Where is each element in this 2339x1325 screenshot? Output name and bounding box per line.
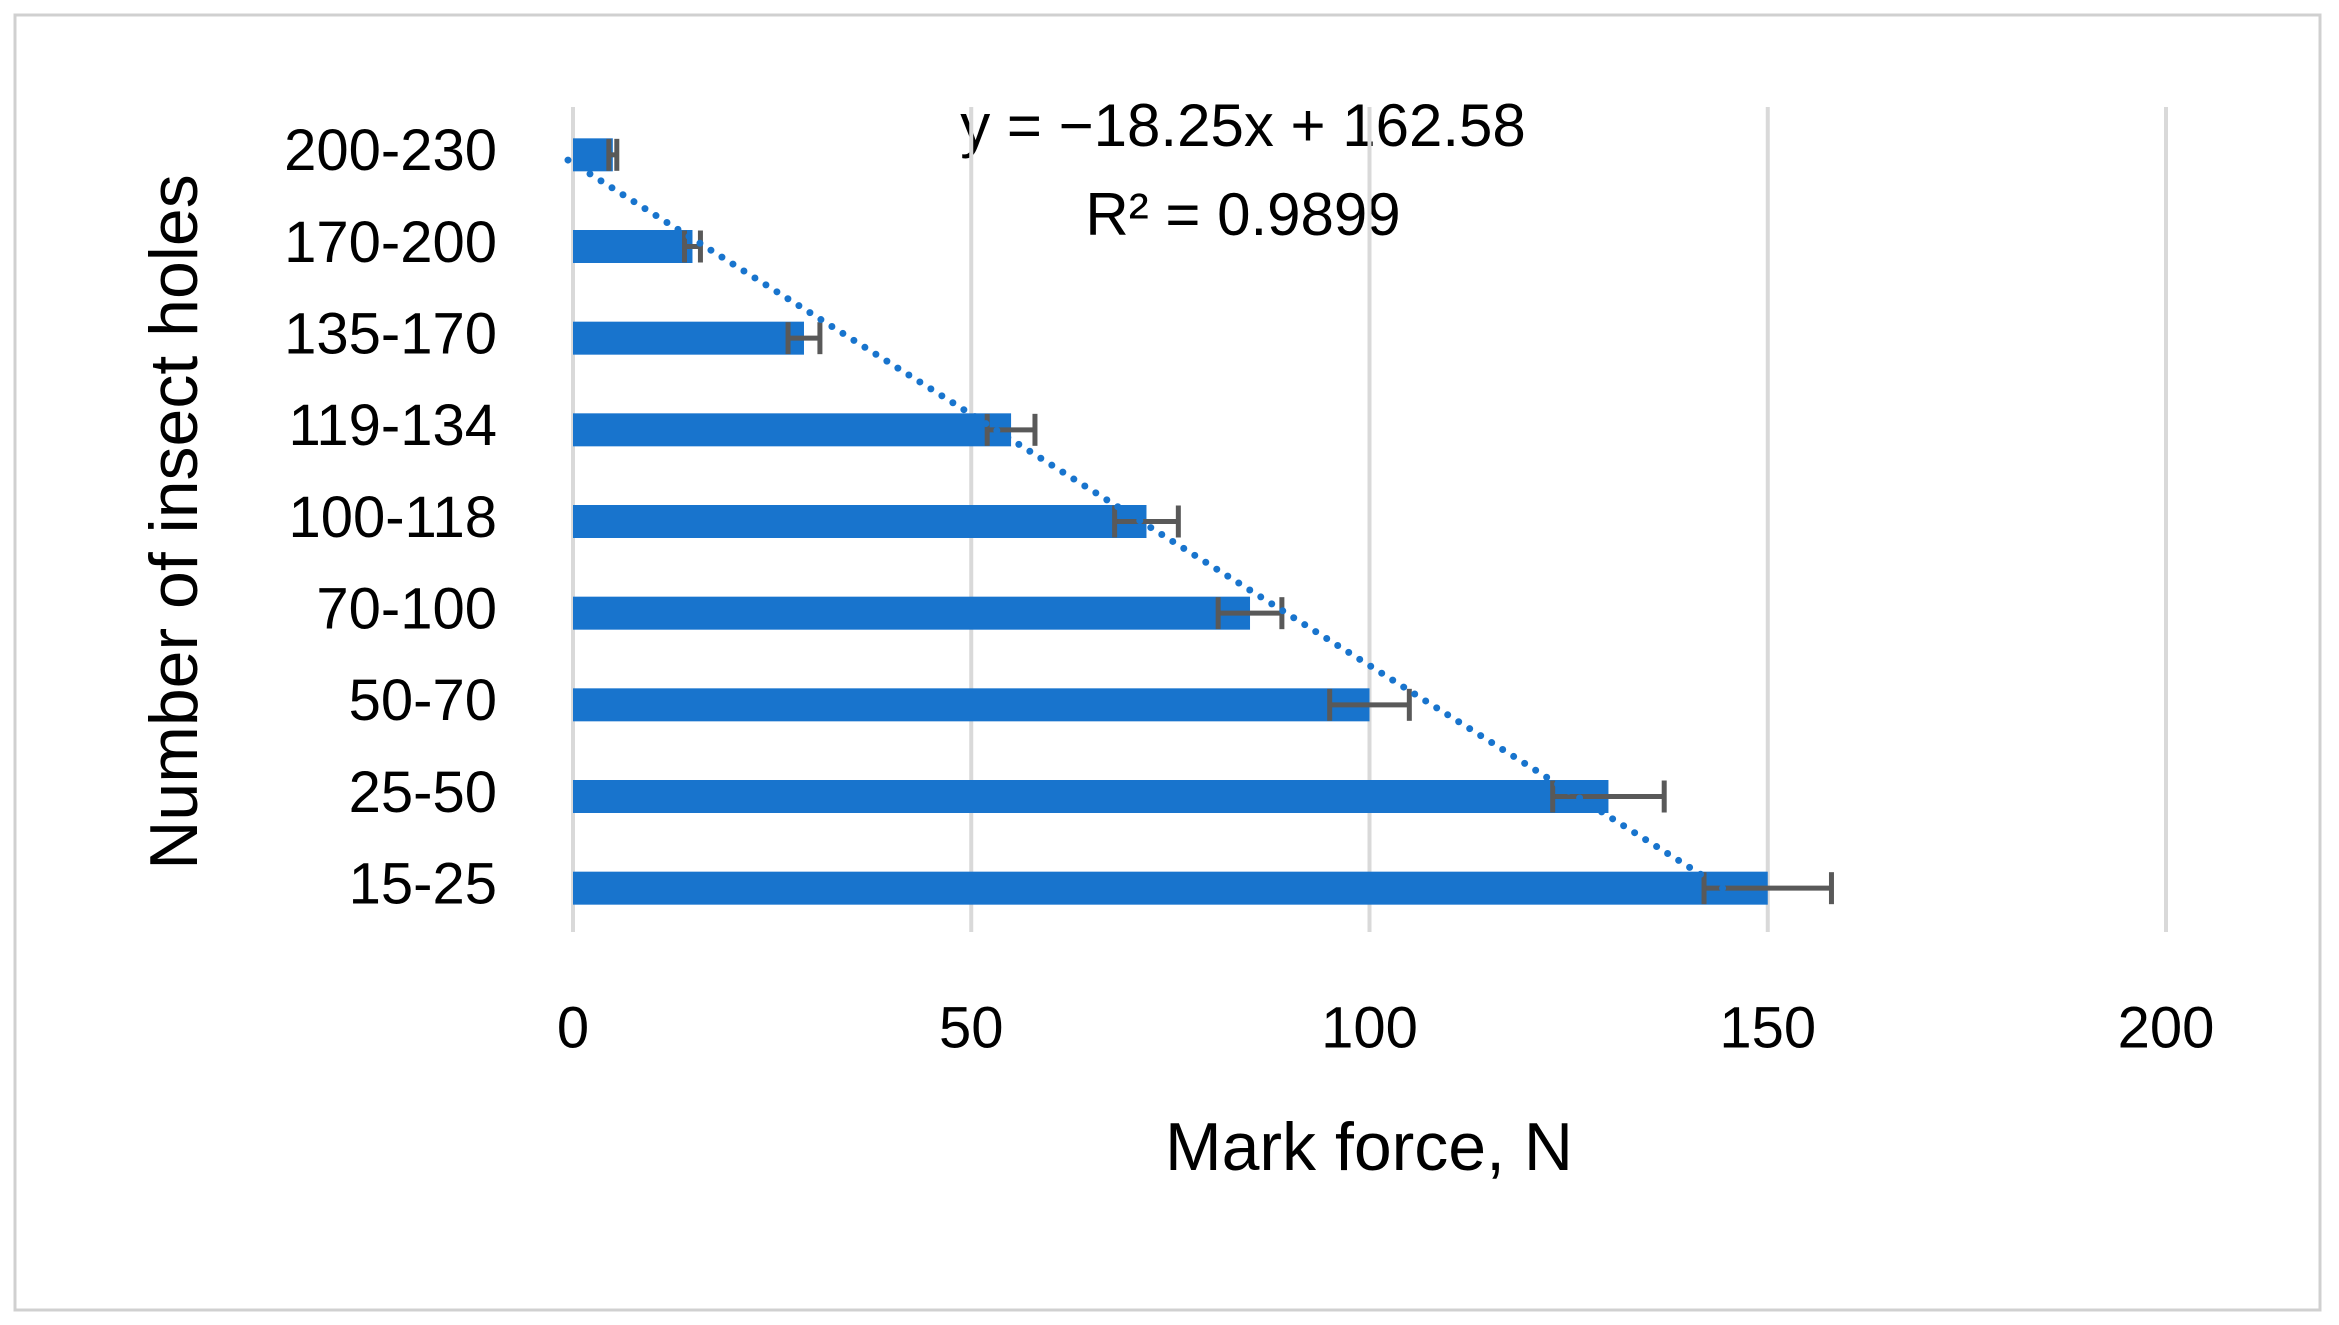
y-axis-title: Number of insect holes — [136, 174, 212, 869]
bar — [573, 596, 1251, 630]
x-axis-title: Mark force, N — [1165, 1109, 1573, 1185]
error-bar — [606, 138, 620, 171]
bar — [573, 321, 804, 355]
x-tick-label: 200 — [2118, 995, 2215, 1060]
error-bar — [1112, 505, 1181, 538]
y-tick-label: 70-100 — [316, 576, 497, 641]
trendline-equation: y = −18.25x + 162.58 — [960, 92, 1525, 159]
x-tick-label: 0 — [557, 995, 589, 1060]
error-bar — [785, 322, 823, 355]
x-tick-label: 100 — [1321, 995, 1418, 1060]
error-bar — [1550, 780, 1667, 813]
bar — [573, 413, 1012, 447]
y-tick-label: 25-50 — [349, 760, 497, 825]
bar — [573, 505, 1147, 538]
chart-border — [13, 13, 2322, 1312]
y-tick-label: 170-200 — [284, 210, 497, 275]
y-tick-label: 135-170 — [284, 301, 497, 366]
y-tick-label: 15-25 — [349, 851, 497, 916]
y-tick-label: 119-134 — [288, 393, 497, 458]
x-tick-label: 50 — [939, 995, 1004, 1060]
bar — [573, 230, 693, 263]
trendline — [556, 151, 1727, 892]
bar — [573, 871, 1768, 905]
y-tick-label: 50-70 — [349, 668, 497, 733]
bar — [573, 688, 1370, 722]
x-tick-label: 150 — [1719, 995, 1816, 1060]
bar — [573, 780, 1609, 813]
trendline-r2: R² = 0.9899 — [1085, 181, 1400, 248]
y-tick-label: 200-230 — [284, 118, 497, 183]
error-bar — [1327, 688, 1412, 721]
y-tick-label: 100-118 — [288, 485, 497, 550]
